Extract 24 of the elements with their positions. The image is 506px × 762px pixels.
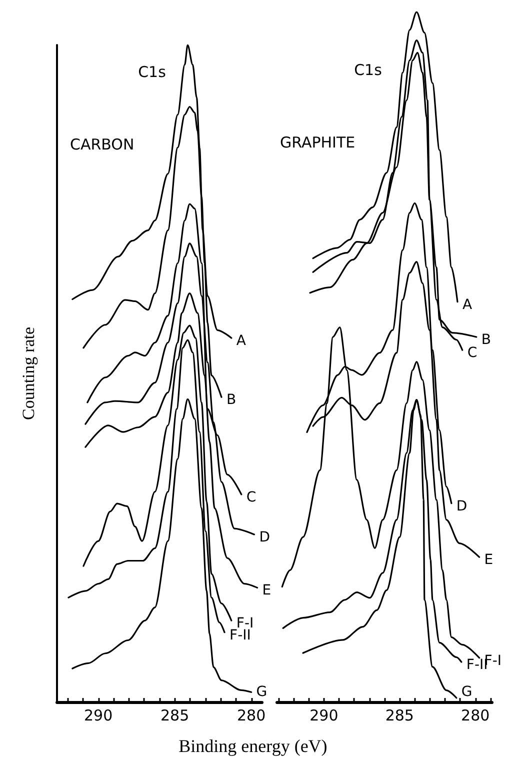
x-tick-label: 280 — [461, 706, 490, 724]
series-label: G — [461, 684, 472, 700]
annotation: C1s — [138, 63, 166, 81]
x-tick-label: 280 — [236, 706, 266, 724]
series-label: C — [246, 489, 256, 506]
text: CARBON — [70, 136, 134, 154]
text: GRAPHITE — [280, 134, 356, 152]
y-axis-title: Counting rate — [19, 326, 38, 420]
series-label: E — [484, 552, 494, 568]
series-label: A — [236, 333, 246, 350]
annotation: C1s — [354, 61, 382, 79]
series-label: D — [456, 498, 468, 514]
x-tick-label: 290 — [310, 706, 338, 724]
series-label: E — [262, 582, 272, 599]
x-axis-title: Binding energy (eV) — [178, 736, 328, 757]
series-label: A — [462, 296, 472, 313]
x-tick-label: 285 — [385, 706, 414, 724]
series-label: G — [256, 684, 268, 700]
x-tick-label: 285 — [160, 706, 190, 724]
series-label: B — [481, 332, 492, 348]
x-tick-label: 290 — [84, 706, 113, 724]
series-label: C — [467, 345, 478, 362]
series-label: B — [226, 392, 236, 408]
series-label: D — [259, 529, 270, 546]
